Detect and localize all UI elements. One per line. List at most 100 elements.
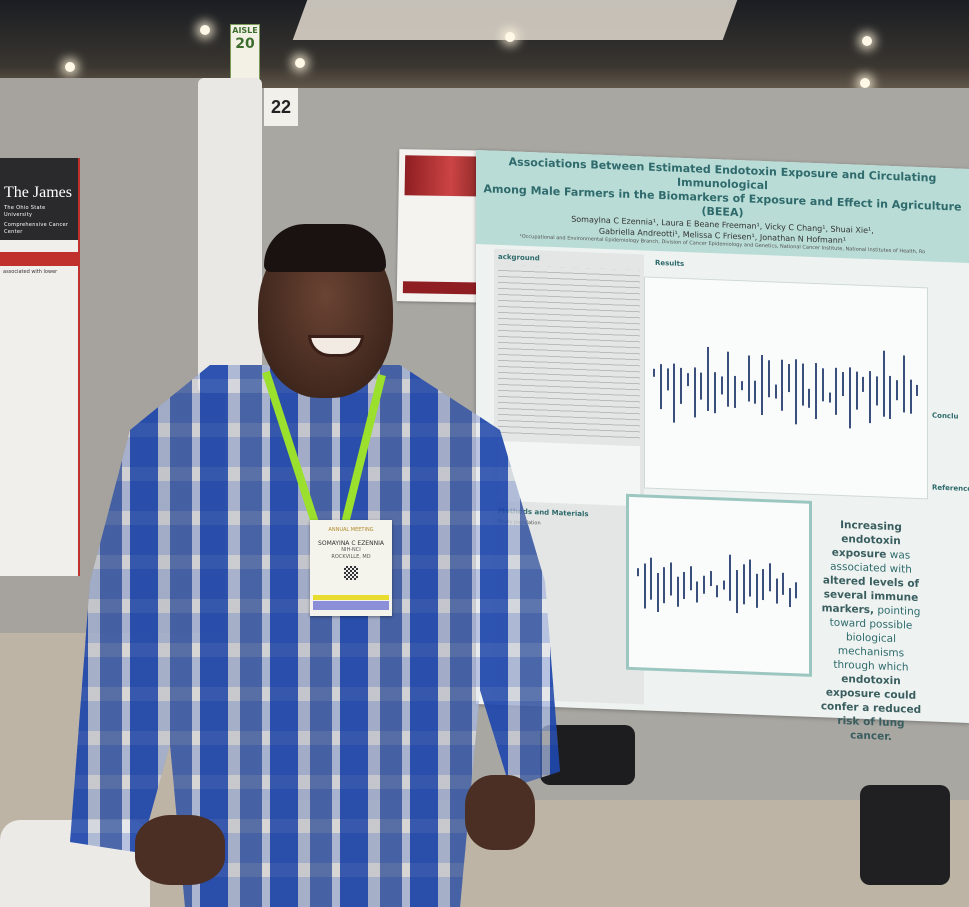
red-band — [0, 252, 78, 266]
plot-whisker — [755, 573, 758, 608]
key-finding-statement: Increasing endotoxin exposure was associ… — [816, 517, 926, 745]
plot-whisker — [842, 372, 844, 397]
ceiling-beam — [292, 0, 738, 40]
plot-whisker — [754, 380, 757, 404]
plot-whisker — [848, 366, 851, 428]
plot-whisker — [875, 375, 878, 405]
plot-whisker — [828, 392, 831, 403]
person-right-hand — [465, 775, 535, 850]
institution-name: The Ohio State University — [4, 205, 46, 218]
plot-whisker — [821, 367, 824, 401]
plot-whisker — [680, 367, 682, 404]
aisle-sign: AISLE 20 — [230, 24, 260, 80]
board-divider-post — [198, 78, 262, 393]
badge-blue-stripe — [313, 601, 389, 610]
plot-whisker — [709, 570, 712, 586]
section-results: Results — [655, 258, 685, 268]
plot-whisker — [722, 579, 725, 590]
plot-whisker — [686, 372, 689, 386]
poster-snippet: associated with lower — [3, 269, 58, 275]
conclusions-column: Conclu References — [932, 411, 969, 713]
plot-whisker — [774, 384, 777, 399]
plot-whisker — [650, 557, 653, 600]
plot-whisker — [869, 371, 871, 424]
plot-whisker — [700, 372, 703, 400]
plot-whisker — [734, 375, 736, 408]
section-references: References — [932, 483, 969, 494]
plot-whisker — [653, 368, 655, 377]
finding-part5: endotoxin exposure could confer a reduce… — [820, 673, 922, 743]
plot-whisker — [713, 371, 716, 413]
results-secondary-plot — [626, 493, 812, 677]
qr-code-icon — [344, 566, 358, 580]
plot-whisker — [788, 363, 790, 393]
background-text — [498, 264, 640, 441]
institution-subtitle: Comprehensive Cancer Center — [4, 222, 69, 235]
plot-whisker — [720, 376, 723, 395]
plot-whisker — [916, 384, 919, 396]
plot-whisker — [902, 354, 905, 412]
plot-whisker — [693, 367, 696, 418]
plot-whisker — [795, 582, 798, 599]
plot-whisker — [781, 359, 784, 411]
brand-logo-text: The James — [4, 184, 72, 201]
ceiling-light — [505, 32, 515, 42]
plot-whisker — [769, 563, 771, 592]
plot-whisker — [747, 355, 750, 402]
badge-event: ANNUAL MEETING — [328, 527, 374, 533]
plot-whisker — [729, 554, 732, 601]
plot-whisker — [761, 354, 763, 416]
badge-yellow-stripe — [313, 595, 389, 600]
person-hair — [264, 224, 386, 272]
plot-whisker — [815, 363, 817, 420]
plot-whisker — [716, 585, 719, 598]
plot-whisker — [670, 561, 672, 596]
badge-name: SOMAYINA C EZENNIA — [318, 540, 384, 547]
plot-whisker — [736, 569, 738, 613]
ceiling-light — [200, 25, 210, 35]
plot-whisker — [862, 376, 865, 392]
plot-whisker — [909, 379, 912, 414]
plot-whisker — [740, 380, 743, 390]
plot-whisker — [801, 363, 804, 406]
plot-whisker — [775, 578, 778, 604]
research-poster: Associations Between Estimated Endotoxin… — [476, 150, 969, 743]
plot-whisker — [808, 388, 811, 408]
neighbor-poster-header: The James The Ohio State University Comp… — [0, 158, 78, 240]
plot-whisker — [643, 562, 646, 609]
plot-whisker — [767, 359, 770, 397]
plot-whisker — [637, 568, 639, 577]
plot-whisker — [762, 568, 765, 600]
neighbor-poster: The James The Ohio State University Comp… — [0, 158, 80, 576]
plot-whisker — [683, 571, 686, 599]
plot-whisker — [659, 363, 662, 409]
badge-city: ROCKVILLE, MD — [331, 554, 371, 560]
plot-whisker — [749, 558, 752, 597]
plot-whisker — [889, 375, 892, 419]
plot-whisker — [656, 572, 659, 612]
plot-whisker — [882, 350, 885, 417]
ceiling-light — [862, 36, 872, 46]
plot-whisker — [742, 564, 745, 605]
plot-whisker — [782, 572, 785, 595]
booth-number: 22 — [264, 88, 298, 126]
plot-whisker — [896, 380, 898, 401]
plot-whisker — [703, 575, 705, 594]
results-forest-plot — [644, 276, 928, 500]
person-left-hand — [135, 815, 225, 885]
ceiling-light — [295, 58, 305, 68]
plot-whisker — [689, 566, 692, 591]
plot-whisker — [696, 580, 699, 603]
plot-whisker — [663, 567, 666, 604]
background-person-legs — [860, 785, 950, 885]
plot-whisker — [707, 346, 709, 411]
ceiling-light — [65, 62, 75, 72]
section-conclusions: Conclu — [932, 411, 959, 421]
plot-whisker — [855, 371, 858, 410]
plot-whisker — [673, 363, 676, 423]
plot-whisker — [794, 358, 797, 424]
plot-whisker — [666, 368, 669, 391]
plot-whisker — [676, 576, 679, 607]
aisle-number: 20 — [235, 36, 255, 52]
plot-whisker — [788, 587, 791, 607]
